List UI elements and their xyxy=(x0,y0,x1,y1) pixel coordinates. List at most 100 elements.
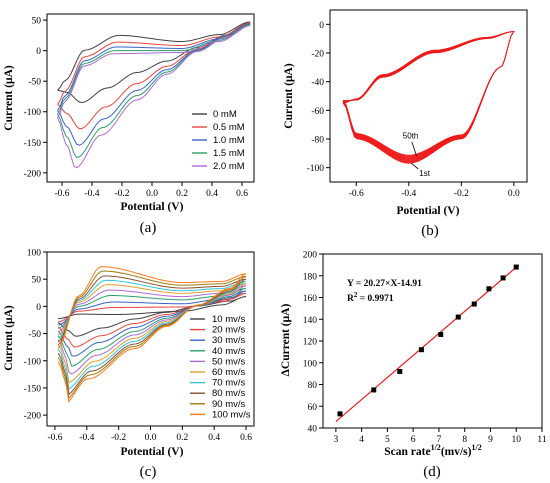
legend-label: 70 mv/s xyxy=(212,378,246,389)
cycle-curve xyxy=(342,31,515,159)
data-point xyxy=(455,314,461,320)
x-tick-label: -0.2 xyxy=(454,189,469,199)
annotation-arrow xyxy=(411,163,419,170)
x-tick-label: -0.6 xyxy=(349,189,364,199)
y-tick-label: 140 xyxy=(303,316,318,326)
y-axis-label: Current (μA) xyxy=(3,65,15,131)
cycle-curve xyxy=(342,31,515,158)
x-axis-label-main: Scan rate xyxy=(384,446,430,458)
x-tick-label: -0.6 xyxy=(47,433,62,443)
y-tick-label: 40 xyxy=(308,425,318,435)
legend-label: 100 mv/s xyxy=(212,409,251,420)
legend-label: 1.0 mM xyxy=(213,135,245,146)
panel-label: (b) xyxy=(421,223,439,239)
y-tick-label: 0 xyxy=(36,303,41,313)
y-tick-label: -100 xyxy=(307,164,325,174)
y-tick-label: 120 xyxy=(303,338,318,348)
x-tick-label: 0.0 xyxy=(146,189,158,199)
cv-curve xyxy=(57,279,247,390)
x-tick-label: 11 xyxy=(537,435,546,445)
panel-a-series xyxy=(57,21,251,169)
data-point xyxy=(337,411,343,417)
y-tick-label: 50 xyxy=(32,276,42,286)
x-tick-label: 0.2 xyxy=(176,433,188,443)
legend-label: 60 mv/s xyxy=(212,367,246,378)
panel-a-legend: 0 mM 0.5 mM 1.0 mM 1.5 mM 2.0 mM xyxy=(192,109,245,172)
x-tick-label: -0.2 xyxy=(114,189,129,199)
x-tick-label: -0.4 xyxy=(401,189,416,199)
y-tick-label: 160 xyxy=(303,294,318,304)
x-axis-label: Scan rate1/2(mv/s)1/2 xyxy=(384,443,481,458)
data-point xyxy=(397,368,403,374)
cv-curve xyxy=(57,23,251,146)
y-tick-label: 60 xyxy=(308,403,318,413)
y-tick-label: 100 xyxy=(303,359,318,369)
y-tick-label: -40 xyxy=(311,78,324,88)
data-point xyxy=(513,264,519,270)
x-tick-label: 0.0 xyxy=(145,433,157,443)
cv-curve xyxy=(57,283,247,384)
cv-curve xyxy=(57,290,247,357)
annotation-50th: 50th xyxy=(403,132,419,141)
panel-label: (d) xyxy=(423,464,441,480)
x-tick-label: 9 xyxy=(488,435,493,445)
fit-equation: Y = 20.27×X-14.91 xyxy=(347,279,422,289)
legend-label: 80 mv/s xyxy=(212,388,246,399)
legend-label: 20 mv/s xyxy=(212,325,246,336)
y-tick-label: -150 xyxy=(24,384,42,394)
cycle-curve xyxy=(342,31,515,158)
x-tick-label: 3 xyxy=(334,435,339,445)
x-axis-label-sup: 1/2 xyxy=(431,443,441,452)
x-tick-label: 0.4 xyxy=(206,189,218,199)
x-tick-label: 8 xyxy=(462,435,467,445)
cv-curve xyxy=(57,22,251,130)
x-tick-label: 10 xyxy=(511,435,521,445)
x-tick-label: 7 xyxy=(437,435,442,445)
y-axis-label: ΔCurrent (μA) xyxy=(280,304,292,377)
legend-label: 10 mv/s xyxy=(212,314,246,325)
cv-curve xyxy=(57,275,247,396)
y-tick-label: 0 xyxy=(36,47,41,57)
legend-label: 0 mM xyxy=(213,109,237,120)
x-tick-label: 0.4 xyxy=(208,433,220,443)
panel-label: (c) xyxy=(140,464,157,480)
cv-curve xyxy=(57,21,251,104)
panel-1-axes: -0.6 -0.4 -0.2 0.0 0 -20 -40 -60 -80 -100 xyxy=(307,9,528,199)
y-tick-label: -200 xyxy=(24,412,42,422)
y-tick-label: 50 xyxy=(32,17,42,27)
panel-b-annotations: 50th 1st xyxy=(403,132,431,178)
legend-label: 90 mv/s xyxy=(212,399,246,410)
y-tick-label: -100 xyxy=(24,108,42,118)
panel-label: (a) xyxy=(140,220,157,236)
legend-label: 1.5 mM xyxy=(213,148,245,159)
panel-0-axes: -0.6 -0.4 -0.2 0.0 0.2 0.4 0.6 50 0 -50 -100 -150 -2… xyxy=(24,13,255,199)
cv-curve xyxy=(57,296,247,337)
x-tick-label: -0.4 xyxy=(84,189,99,199)
y-axis-label: Current (μA) xyxy=(283,63,295,129)
x-axis-label-unit: (mv/s) xyxy=(441,446,472,458)
cv-curve xyxy=(57,270,247,400)
annotation-1st: 1st xyxy=(419,169,430,178)
cycle-curve xyxy=(342,31,515,158)
panel-2-axes: -0.6 -0.4 -0.2 0.0 0.2 0.4 0.6 100 50 0 -50 -100 -15… xyxy=(24,249,255,443)
legend-label: 0.5 mM xyxy=(213,122,245,133)
cv-curve xyxy=(57,292,247,348)
y-axis-label: Current (μA) xyxy=(3,305,15,371)
legend-label: 30 mv/s xyxy=(212,335,246,346)
y-tick-label: -20 xyxy=(311,50,324,60)
y-tick-label: -80 xyxy=(311,136,324,146)
x-axis-label: Potential (V) xyxy=(121,446,184,458)
y-tick-label: -200 xyxy=(24,169,42,179)
r-squared: R2 = 0.9971 xyxy=(347,291,394,304)
panel-c-legend: 10 mv/s20 mv/s30 mv/s40 mv/s50 mv/s60 mv… xyxy=(190,314,251,420)
x-axis-label: Potential (V) xyxy=(121,201,184,213)
x-tick-label: 0.2 xyxy=(176,189,188,199)
plot-frame xyxy=(329,9,528,183)
data-point xyxy=(418,347,424,353)
x-tick-label: 6 xyxy=(411,435,416,445)
y-tick-label: 180 xyxy=(303,272,318,282)
x-tick-label: 5 xyxy=(385,435,390,445)
panel-d-points xyxy=(337,264,519,417)
x-axis-label: Potential (V) xyxy=(397,205,460,217)
